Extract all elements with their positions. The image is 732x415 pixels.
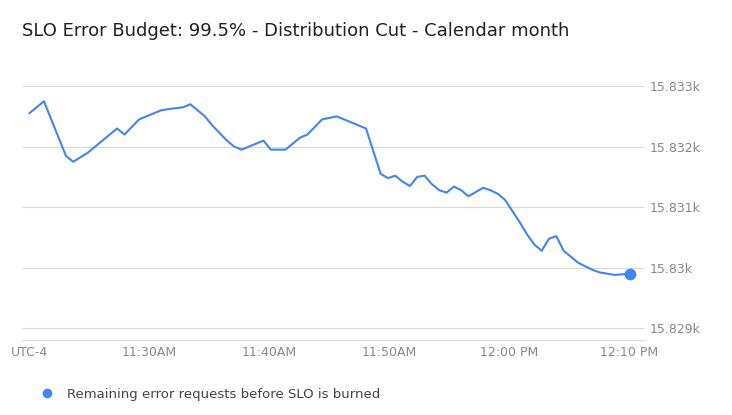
Legend: Remaining error requests before SLO is burned: Remaining error requests before SLO is b… bbox=[29, 383, 385, 406]
Text: SLO Error Budget: 99.5% - Distribution Cut - Calendar month: SLO Error Budget: 99.5% - Distribution C… bbox=[22, 22, 569, 40]
Point bbox=[624, 271, 635, 277]
